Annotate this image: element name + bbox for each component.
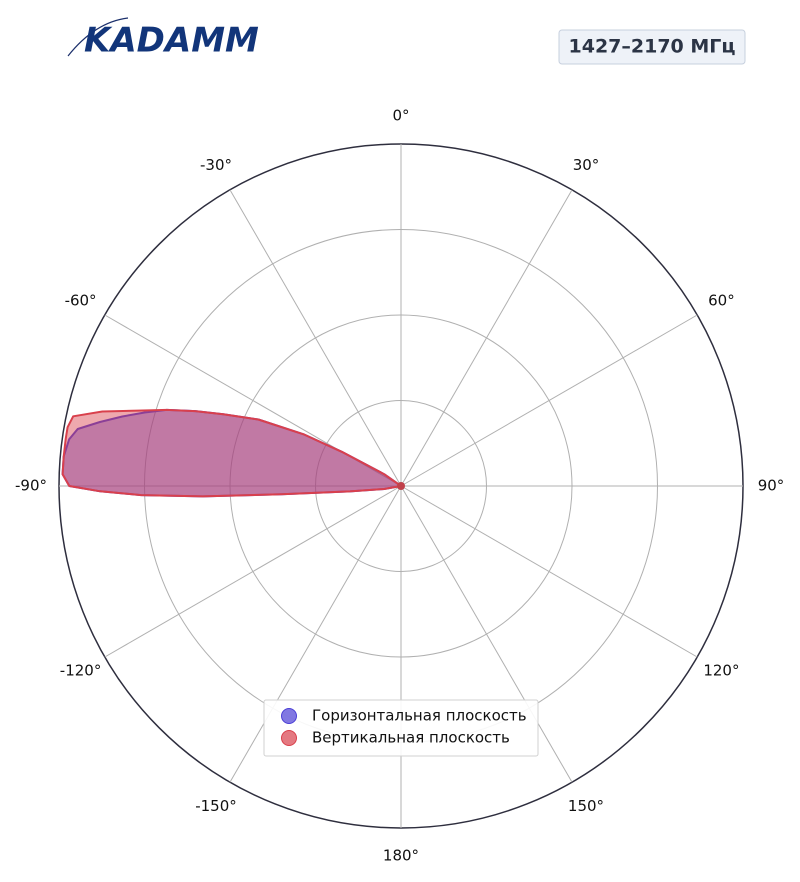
legend-label: Горизонтальная плоскость (312, 707, 527, 725)
legend: Горизонтальная плоскость Вертикальная пло… (263, 699, 539, 757)
grid-spoke (400, 189, 573, 487)
grid-spoke (104, 485, 402, 658)
theta-tick-label: -90° (15, 477, 47, 495)
grid-spoke (229, 189, 402, 487)
theta-tick-label: 90° (758, 477, 785, 495)
theta-tick-label: 180° (383, 847, 419, 865)
chart-title: 1427–2170 МГц (569, 36, 736, 58)
title-box (558, 29, 746, 65)
logo-text: KADAMM (84, 21, 259, 61)
legend-box (263, 699, 539, 757)
theta-tick-label: -150° (195, 797, 237, 815)
theta-tick-label: 120° (703, 662, 739, 680)
grid-spoke (229, 485, 402, 783)
theta-tick-label: 60° (708, 292, 735, 310)
theta-tick-label: 150° (568, 797, 604, 815)
theta-tick-label: -60° (65, 292, 97, 310)
legend-marker (281, 730, 297, 746)
logo-swoosh (67, 17, 129, 57)
grid-spoke (400, 485, 698, 658)
theta-tick-label: 30° (573, 156, 600, 174)
pattern-area (61, 408, 402, 498)
logo: KADAMM (67, 17, 259, 61)
legend-marker (281, 708, 297, 724)
center-dot (397, 482, 405, 490)
theta-tick-label: -30° (200, 156, 232, 174)
legend-label: Вертикальная плоскость (312, 729, 510, 747)
grid-spoke (400, 314, 698, 487)
grid-spoke (400, 485, 573, 783)
theta-tick-label: 0° (392, 107, 409, 125)
theta-tick-label: -120° (60, 662, 102, 680)
